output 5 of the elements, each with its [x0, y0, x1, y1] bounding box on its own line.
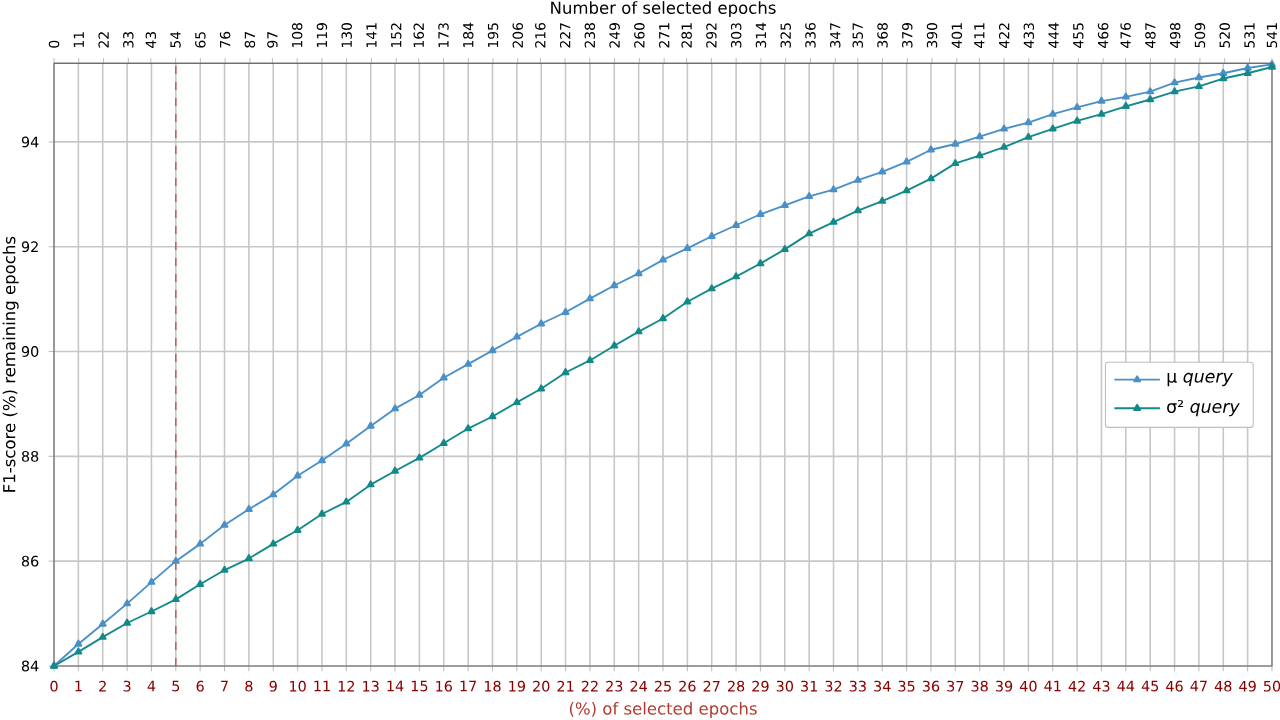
legend-label: µ query: [1167, 372, 1233, 387]
y-axis-title: F1-score (%) remaining epochs: [2, 236, 19, 492]
x-axis-title: (%) of selected epochs: [569, 701, 757, 718]
x2-axis-title: Number of selected epochs: [551, 1, 776, 18]
legend-label: σ² query: [1167, 399, 1240, 417]
